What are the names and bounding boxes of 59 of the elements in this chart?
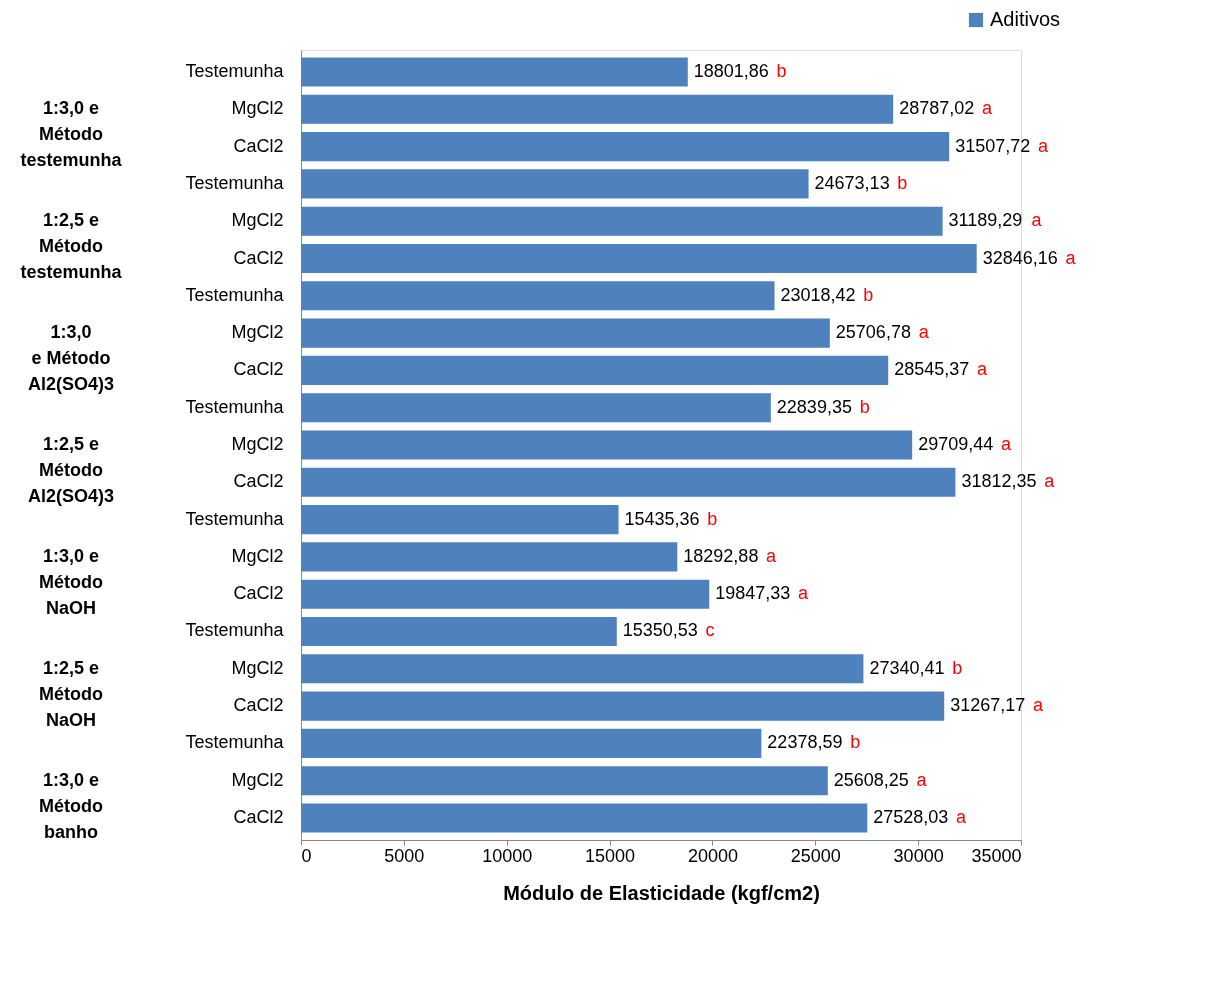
text: 31507,72 a [955, 135, 1048, 156]
text: 1:3,0 e Método NaOH [39, 545, 103, 618]
y-tick-label: Testemunha [185, 172, 285, 193]
y-tick-label: MgCl2 [231, 545, 284, 566]
text: 28545,37 a [894, 359, 988, 380]
text: 1:3,0 e Método Al2(SO4)3 [27, 322, 115, 395]
y-tick-label: Testemunha [185, 620, 285, 641]
x-tick-label: 0 [301, 845, 312, 866]
text: 1:2,5 e Método NaOH [39, 657, 103, 730]
x-tick-label: 30000 [893, 845, 944, 866]
y-tick-label: Testemunha [185, 61, 285, 82]
y-tick-label: MgCl2 [231, 322, 284, 343]
y-tick-label: Testemunha [185, 508, 285, 529]
text: 25608,25 a [833, 769, 927, 790]
text: 29709,44 a [918, 434, 1011, 454]
text: 24673,13 b [814, 172, 908, 193]
y-tick-label: CaCl2 [233, 583, 284, 604]
text: 22839,35 b [776, 396, 870, 417]
text: 22378,59 b [767, 732, 861, 753]
text: 15435,36 b [624, 508, 718, 529]
x-tick-label: 35000 [971, 845, 1022, 866]
text: 32846,16 a [982, 247, 1076, 268]
text: 15350,53 c [622, 620, 715, 641]
text: 1:2,5 e Método Al2(SO4)3 [27, 434, 115, 506]
text: 25706,78 a [835, 322, 929, 343]
text: 28787,02 a [899, 98, 993, 119]
y-tick-label: CaCl2 [233, 806, 284, 827]
y-tick-label: CaCl2 [233, 135, 284, 156]
y-tick-label: Testemunha [185, 396, 285, 417]
x-tick-label: 5000 [384, 845, 425, 866]
x-tick-label: 25000 [790, 845, 841, 866]
y-tick-label: MgCl2 [231, 98, 284, 119]
text: 27528,03 a [873, 806, 967, 827]
y-tick-label: MgCl2 [231, 210, 284, 231]
x-tick-label: 20000 [687, 845, 738, 866]
y-tick-label: Testemunha [185, 284, 285, 305]
y-tick-label: MgCl2 [231, 434, 284, 454]
text: 18292,88 a [683, 545, 777, 566]
y-tick-label: CaCl2 [233, 471, 284, 492]
text: 18801,86 b [693, 61, 787, 82]
x-axis-title: Módulo de Elasticidade (kgf/cm2) [503, 881, 820, 904]
legend-label: Aditivos [990, 8, 1061, 30]
text: 1:3,0 e Método banho [39, 769, 103, 842]
text: 19847,33 a [715, 583, 809, 604]
text: 27340,41 b [869, 657, 963, 678]
x-tick-label: 15000 [585, 845, 636, 866]
text: 1:3,0 e Método testemunha [20, 98, 123, 171]
text: 31189,29 a [948, 210, 1042, 231]
y-tick-label: Testemunha [185, 732, 285, 753]
y-tick-label: MgCl2 [231, 657, 284, 678]
y-tick-label: CaCl2 [233, 359, 284, 380]
x-tick-label: 10000 [482, 845, 533, 866]
y-tick-label: MgCl2 [231, 769, 284, 790]
y-tick-label: CaCl2 [233, 247, 284, 268]
text: 23018,42 b [780, 284, 874, 305]
text: 31812,35 a [961, 471, 1055, 492]
y-tick-label: CaCl2 [233, 695, 284, 716]
text: 31267,17 a [950, 695, 1044, 716]
text: 1:2,5 e Método testemunha [20, 210, 123, 283]
